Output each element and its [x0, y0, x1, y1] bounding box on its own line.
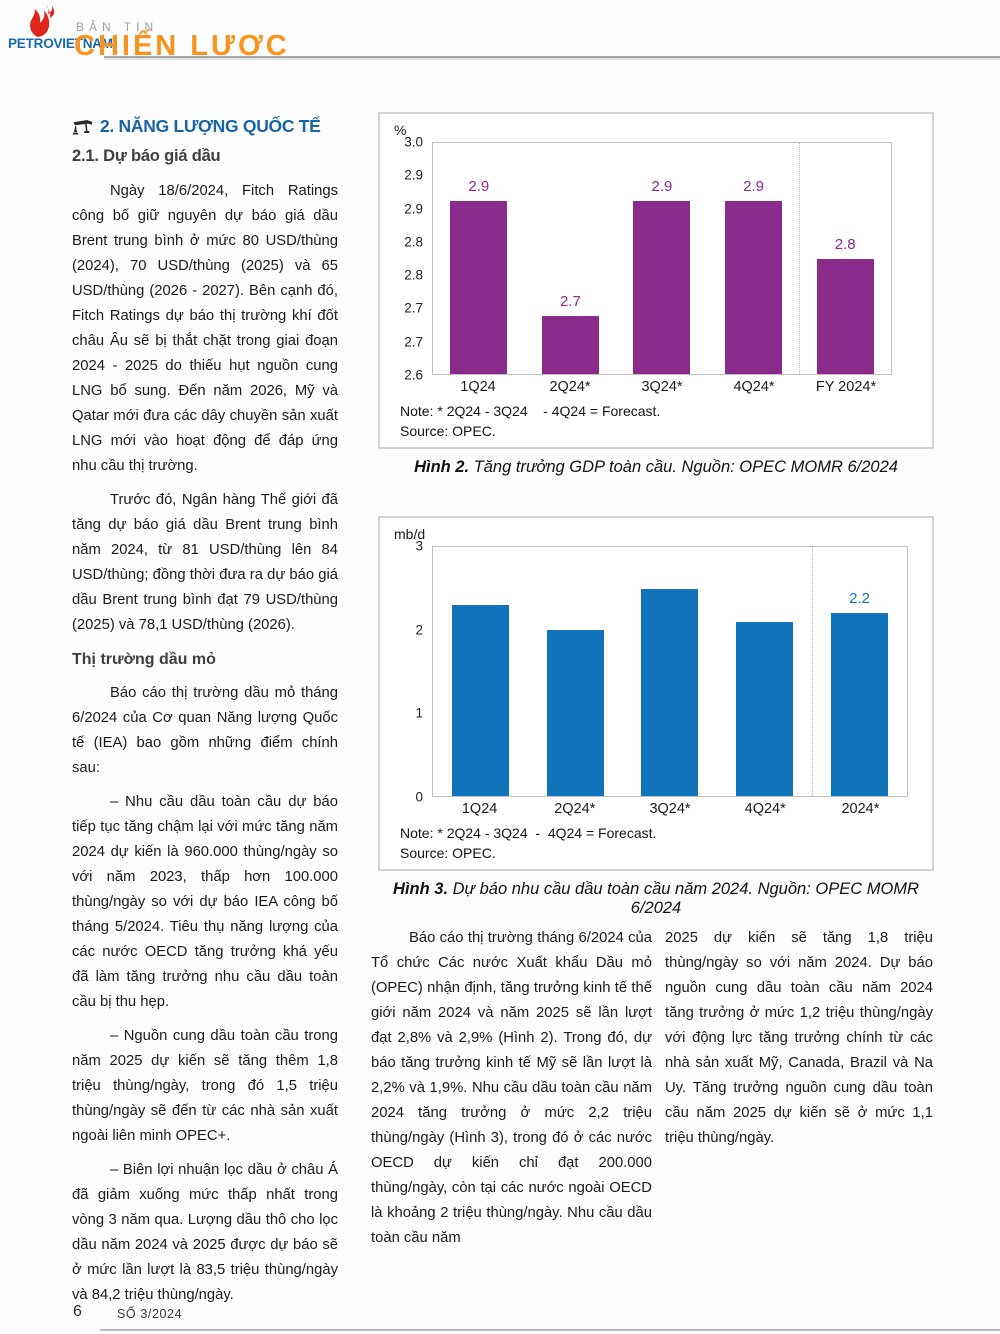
y-tick-label: 2.7 [404, 300, 423, 316]
bullet-item: – Biên lợi nhuận lọc dầu ở châu Á đã giả… [72, 1162, 338, 1303]
bar-slot: 2.9 [433, 143, 525, 374]
section-heading-label: 2. NĂNG LƯỢNG QUỐC TẾ [100, 116, 321, 136]
y-tick-label: 2.8 [404, 267, 423, 283]
y-axis: 3.0 2.9 2.9 2.8 2.8 2.7 2.7 2.6 [388, 135, 432, 383]
bar-2Q24* [546, 630, 604, 796]
section-heading: 2. NĂNG LƯỢNG QUỐC TẾ [72, 114, 338, 139]
header-rule [104, 56, 1000, 58]
footer-rule [100, 1329, 1000, 1331]
y-axis-unit: % [394, 122, 407, 138]
masthead: PETROVIETNAM BẢN TIN CHIẾN LƯỢC [0, 0, 1000, 62]
x-tick-label: FY 2024* [815, 379, 877, 395]
x-tick-label: 3Q24* [649, 801, 691, 817]
bar-2024* [831, 613, 889, 796]
petrovietnam-flame-icon [28, 4, 55, 38]
bar-value-label: 2.7 [559, 293, 581, 311]
y-tick-label: 3 [415, 538, 423, 554]
left-column: 2. NĂNG LƯỢNG QUỐC TẾ 2.1. Dự báo giá dầ… [72, 114, 338, 1317]
right-column: 2025 dự kiến sẽ tăng 1,8 triệu thùng/ngà… [665, 926, 933, 1160]
x-tick-label: 4Q24* [744, 801, 786, 817]
page-number: 6 [73, 1303, 82, 1320]
y-tick-label: 1 [415, 705, 423, 721]
y-tick-label: 3.0 [404, 134, 423, 150]
y-tick-label: 2.7 [404, 334, 423, 350]
y-tick-label: 2 [415, 622, 423, 638]
figure-note: Note: * 2Q24 - 3Q24 - 4Q24 = Forecast. [400, 825, 657, 841]
bar-value-label: 2.9 [468, 177, 490, 195]
figure-2: % 3.0 2.9 2.9 2.8 2.8 2.7 2.7 2.6 2.9 2.7 2.9 2.9 2… [378, 112, 934, 477]
masthead-kicker: BẢN TIN [76, 20, 159, 34]
x-axis: 1Q24 2Q24* 3Q24* 4Q24* 2024* [432, 801, 908, 823]
bar-slot: 2.9 [708, 143, 800, 374]
bullet-item: – Nhu cầu dầu toàn cầu dự báo tiếp tục t… [72, 794, 338, 1010]
pumpjack-icon [72, 119, 93, 135]
bar-slot [528, 547, 623, 796]
figure-note: Note: * 2Q24 - 3Q24 - 4Q24 = Forecast. [400, 403, 661, 419]
y-tick-label: 2.9 [404, 167, 423, 183]
bar-3Q24* [641, 588, 699, 796]
bar-slot: 2.7 [525, 143, 617, 374]
bar-slot: 2.2 [812, 547, 907, 796]
x-tick-label: 1Q24 [461, 801, 498, 817]
figure-3-box: mb/d 3 2 1 0 2.2 1Q24 2Q24* 3Q24* 4Q24* 2024* N… [378, 516, 934, 871]
y-axis-unit: mb/d [394, 526, 426, 542]
figure-source: Source: OPEC. [400, 423, 496, 439]
paragraph: Ngày 18/6/2024, Fitch Ratings công bố gi… [72, 183, 338, 474]
x-tick-label: 2024* [841, 801, 880, 817]
figure-2-box: % 3.0 2.9 2.9 2.8 2.8 2.7 2.7 2.6 2.9 2.7 2.9 2.9 2… [378, 112, 934, 449]
y-tick-label: 2.8 [404, 234, 423, 250]
y-axis: 3 2 1 0 [388, 539, 432, 805]
bar-slot: 2.8 [799, 143, 891, 374]
bar-4Q24* [736, 621, 794, 796]
sub-heading: 2.1. Dự báo giá dầu [72, 147, 221, 165]
bar-3Q24* [633, 200, 691, 374]
y-tick-label: 2.6 [404, 367, 423, 383]
y-tick-label: 2.9 [404, 201, 423, 217]
plot-area: 2.9 2.7 2.9 2.9 2.8 [432, 142, 892, 375]
figure-source: Source: OPEC. [400, 845, 496, 861]
bar-slot [433, 547, 528, 796]
figure-2-caption: Hình 2. Tăng trưởng GDP toàn cầu. Nguồn:… [414, 458, 898, 476]
issue-label: SỐ 3/2024 [117, 1307, 183, 1321]
bar-value-label: 2.8 [834, 235, 856, 253]
x-tick-label: 2Q24* [554, 801, 596, 817]
bar-value-label: 2.2 [849, 590, 871, 608]
middle-column: Báo cáo thị trường tháng 6/2024 của Tổ c… [371, 926, 652, 1260]
x-tick-label: 3Q24* [641, 379, 683, 395]
figure-3-caption: Hình 3. Dự báo nhu cầu dầu toàn cầu năm … [393, 880, 919, 917]
x-tick-label: 1Q24 [460, 379, 496, 395]
bar-slot [717, 547, 812, 796]
x-tick-label: 4Q24* [733, 379, 775, 395]
forecast-separator [812, 547, 814, 796]
x-axis: 1Q24 2Q24* 3Q24* 4Q24* FY 2024* [432, 379, 892, 401]
paragraph: 2025 dự kiến sẽ tăng 1,8 triệu thùng/ngà… [665, 930, 933, 1146]
forecast-separator [799, 143, 801, 374]
bar-1Q24 [450, 200, 508, 374]
bar-1Q24 [451, 605, 509, 796]
paragraph: Báo cáo thị trường tháng 6/2024 của Tổ c… [371, 930, 652, 1246]
bar-value-label: 2.9 [651, 177, 673, 195]
masthead-title: CHIẾN LƯỢC [74, 30, 290, 62]
paragraph: Trước đó, Ngân hàng Thế giới đã tăng dự … [72, 492, 338, 633]
bar-FY 2024* [816, 258, 874, 374]
x-tick-label: 2Q24* [549, 379, 591, 395]
bar-value-label: 2.9 [743, 177, 764, 195]
figure-3: mb/d 3 2 1 0 2.2 1Q24 2Q24* 3Q24* 4Q24* 2024* N… [378, 516, 934, 918]
bar-4Q24* [725, 200, 783, 374]
brand-petrovietnam: PETROVIETNAM [8, 36, 113, 51]
market-heading: Thị trường dầu mỏ [72, 651, 216, 668]
bar-slot [623, 547, 718, 796]
bullet-item: – Nguồn cung dầu toàn cầu trong năm 2025… [72, 1028, 338, 1144]
bar-slot: 2.9 [616, 143, 708, 374]
y-tick-label: 0 [415, 789, 423, 805]
paragraph: Báo cáo thị trường dầu mỏ tháng 6/2024 c… [72, 685, 338, 776]
plot-area: 2.2 [432, 546, 908, 797]
bar-2Q24* [541, 316, 599, 374]
